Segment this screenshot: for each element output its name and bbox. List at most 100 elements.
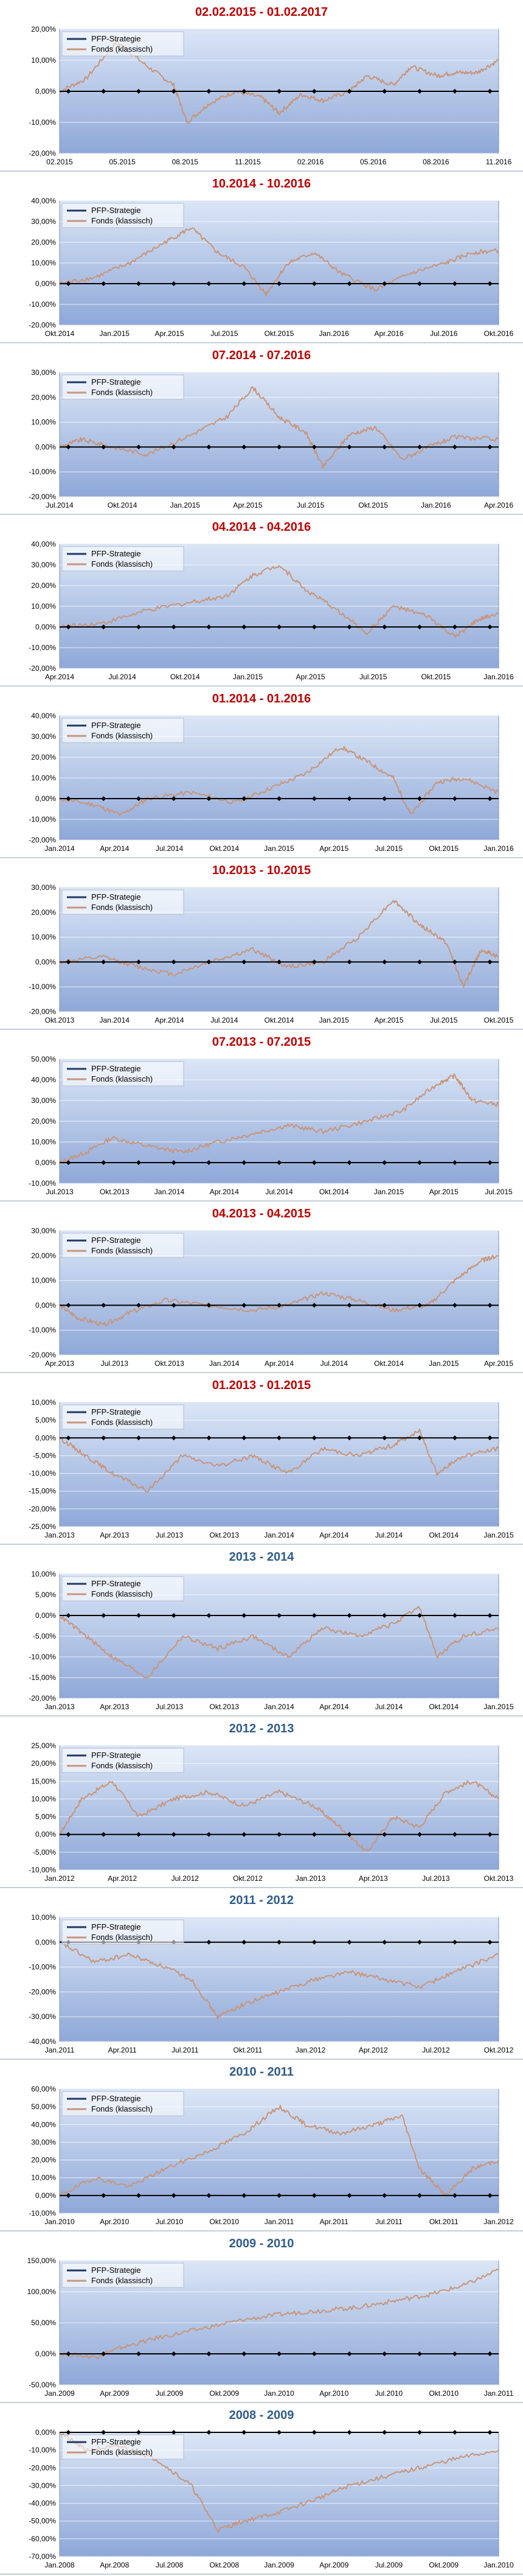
chart-svg: 2008 - 2009 0,00% -10,00% -20,00% -30,00% -40…: [29, 2409, 514, 2569]
strategy-marker: [206, 1435, 212, 1441]
x-tick-label: Apr.2015: [374, 1016, 403, 1024]
series-fonds-klassisch: [59, 227, 499, 296]
strategy-marker: [417, 625, 423, 629]
chart-svg: 2011 - 2012 10,00% 0,00% -10,00% -20,00% -30,…: [29, 1894, 513, 2054]
x-tick-label: Okt.2009: [429, 2561, 459, 2569]
legend-label: PFP-Strategie: [91, 2437, 141, 2446]
strategy-marker: [171, 2193, 176, 2198]
strategy-marker: [171, 1303, 176, 1308]
strategy-marker: [206, 444, 212, 450]
chart-8: 04.2013 - 04.2015 30,00% 20,00% 10,00% 0,00%…: [0, 1202, 523, 1373]
x-tick-label: Jul.2012: [422, 2046, 450, 2054]
strategy-marker: [277, 2430, 282, 2435]
strategy-marker: [66, 89, 71, 94]
x-tick-label: Okt.2014: [429, 1531, 459, 1539]
strategy-marker: [241, 1939, 247, 1945]
x-tick-label: Jan.2010: [483, 2561, 514, 2569]
y-tick-label: -10,00%: [29, 1326, 56, 1334]
y-tick-label: 20,00%: [31, 1759, 56, 1768]
x-tick-label: Apr.2013: [359, 1874, 388, 1883]
x-tick-label: Jan.2009: [264, 2561, 294, 2569]
legend-label: Fonds (klassisch): [91, 2104, 153, 2113]
y-tick-label: -60,00%: [29, 2535, 56, 2543]
strategy-marker: [66, 959, 71, 965]
x-tick-label: Okt.2015: [358, 501, 388, 509]
y-tick-label: 10,00%: [31, 1398, 56, 1407]
legend-label: PFP-Strategie: [91, 34, 141, 43]
x-tick-label: Apr.2014: [210, 1188, 239, 1196]
chart-10: 2013 - 2014 10,00% 5,00% 0,00% -5,00% -10,00%…: [0, 1545, 523, 1717]
strategy-marker: [136, 1613, 141, 1618]
strategy-marker: [487, 625, 493, 629]
legend-label: Fonds (klassisch): [91, 2448, 153, 2457]
strategy-marker: [171, 1160, 176, 1165]
y-tick-label: 50,00%: [31, 2319, 56, 2327]
strategy-marker: [452, 1303, 457, 1308]
legend-box: [61, 374, 184, 400]
strategy-marker: [171, 1613, 176, 1618]
x-tick-label: Okt.2013: [209, 1531, 239, 1539]
strategy-marker: [311, 444, 317, 450]
strategy-marker: [382, 625, 387, 629]
y-tick-label: 0,00%: [35, 1938, 56, 1947]
y-tick-label: 30,00%: [31, 732, 56, 741]
chart-7: 07.2013 - 07.2015 50,00% 40,00% 30,00% 20,00…: [0, 1030, 523, 1202]
x-tick-label: 05.2015: [109, 158, 136, 166]
strategy-marker: [347, 281, 352, 286]
strategy-marker: [487, 444, 493, 450]
strategy-marker: [101, 1160, 106, 1165]
strategy-marker: [277, 2193, 282, 2198]
strategy-marker: [452, 2430, 457, 2435]
legend-label: Fonds (klassisch): [91, 1761, 153, 1770]
strategy-marker: [382, 89, 387, 94]
strategy-marker: [241, 1303, 247, 1308]
x-tick-label: Jul.2013: [46, 1188, 74, 1196]
y-tick-label: 0,00%: [35, 443, 56, 451]
y-tick-label: -20,00%: [29, 1987, 56, 1996]
x-tick-label: 02.2016: [297, 158, 324, 166]
legend-label: PFP-Strategie: [91, 1751, 141, 1760]
strategy-marker: [311, 89, 317, 94]
legend-box: [61, 1919, 184, 1945]
strategy-marker: [241, 2430, 247, 2435]
chart-svg: 10.2013 - 10.2015 30,00% 20,00% 10,00% 0,00%…: [29, 864, 513, 1024]
y-tick-label: -70,00%: [29, 2552, 56, 2561]
x-tick-label: Apr.2015: [296, 673, 325, 681]
strategy-marker: [311, 959, 317, 965]
y-tick-label: 0,00%: [35, 1611, 56, 1620]
x-tick-label: Okt.2014: [429, 1703, 459, 1711]
x-tick-label: Apr.2009: [319, 2561, 348, 2569]
strategy-marker: [347, 1939, 352, 1945]
strategy-marker: [452, 444, 457, 450]
y-tick-label: 20,00%: [31, 393, 56, 402]
series-fonds-klassisch: [59, 1940, 499, 2020]
strategy-marker: [487, 1303, 493, 1308]
x-tick-label: Apr.2010: [100, 2217, 129, 2226]
strategy-marker: [66, 1160, 71, 1165]
y-tick-label: 10,00%: [31, 2174, 56, 2182]
y-tick-label: -20,00%: [29, 1694, 56, 1703]
strategy-marker: [206, 2430, 212, 2435]
y-tick-label: -10,00%: [29, 1866, 56, 1874]
x-tick-label: Okt.2014: [374, 1359, 404, 1368]
x-tick-label: Okt.2010: [209, 2217, 239, 2226]
legend-label: PFP-Strategie: [91, 1407, 141, 1416]
y-tick-label: 10,00%: [31, 1794, 56, 1803]
x-tick-label: Jul.2014: [375, 1703, 403, 1711]
chart-14: 2009 - 2010 150,00% 100,00% 50,00% 0,00% -50,…: [0, 2231, 523, 2403]
strategy-marker: [347, 2430, 352, 2435]
x-tick-label: Jan.2010: [264, 2389, 294, 2398]
y-tick-label: 30,00%: [31, 2138, 56, 2146]
legend-label: Fonds (klassisch): [91, 559, 153, 569]
y-tick-label: -25,00%: [29, 1522, 56, 1531]
x-tick-label: Okt.2014: [319, 1188, 349, 1196]
x-tick-label: Okt.2013: [209, 1703, 239, 1711]
chart-title: 10.2013 - 10.2015: [212, 864, 311, 877]
y-tick-label: -20,00%: [29, 664, 56, 673]
x-tick-label: Jan.2015: [100, 329, 130, 338]
strategy-marker: [452, 281, 457, 286]
strategy-marker: [311, 1303, 317, 1308]
y-tick-label: -5,00%: [33, 1632, 56, 1640]
